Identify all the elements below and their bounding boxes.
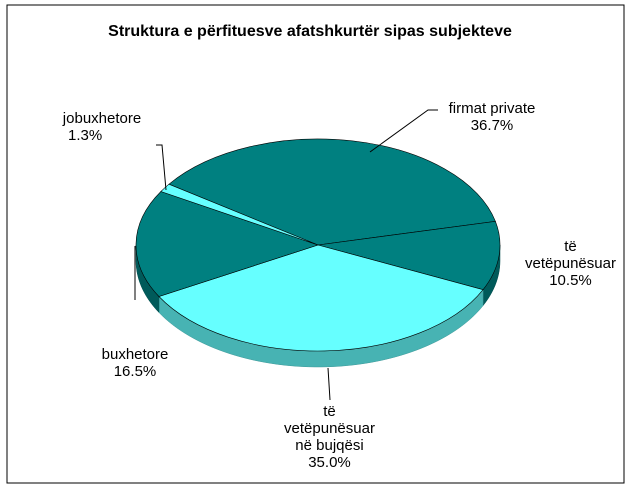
category-label: të vetëpunësuar bbox=[525, 238, 616, 272]
leader-line bbox=[327, 367, 331, 401]
value-label: 16.5% bbox=[113, 363, 157, 380]
value-label: 35.0% bbox=[308, 454, 351, 471]
slice-label: firmat private 36.7% bbox=[432, 100, 552, 134]
leader-line bbox=[369, 109, 438, 153]
category-label: jobuxhetore bbox=[62, 110, 142, 127]
slice bbox=[160, 183, 319, 246]
slice-label: të vetëpunësuar në bujqësi 35.0% bbox=[282, 403, 377, 471]
slice bbox=[317, 221, 501, 291]
category-label: buxhetore bbox=[101, 346, 169, 363]
slice bbox=[135, 191, 319, 297]
category-label: firmat private bbox=[448, 100, 536, 117]
chart-title: Struktura e përfituesve afatshkurtër sip… bbox=[108, 23, 512, 40]
value-label: 1.3% bbox=[68, 127, 103, 144]
leader-lines bbox=[134, 109, 438, 401]
slice-label: buxhetore 16.5% bbox=[80, 346, 190, 380]
slice bbox=[168, 138, 496, 246]
slice bbox=[158, 244, 484, 352]
value-label: 10.5% bbox=[549, 272, 592, 289]
leader-line bbox=[156, 144, 167, 191]
value-label: 36.7% bbox=[470, 117, 514, 134]
slice-label: jobuxhetore 1.3% bbox=[52, 110, 152, 144]
category-label: të vetëpunësuar në bujqësi bbox=[284, 403, 375, 454]
slice-label: të vetëpunësuar 10.5% bbox=[523, 238, 618, 289]
